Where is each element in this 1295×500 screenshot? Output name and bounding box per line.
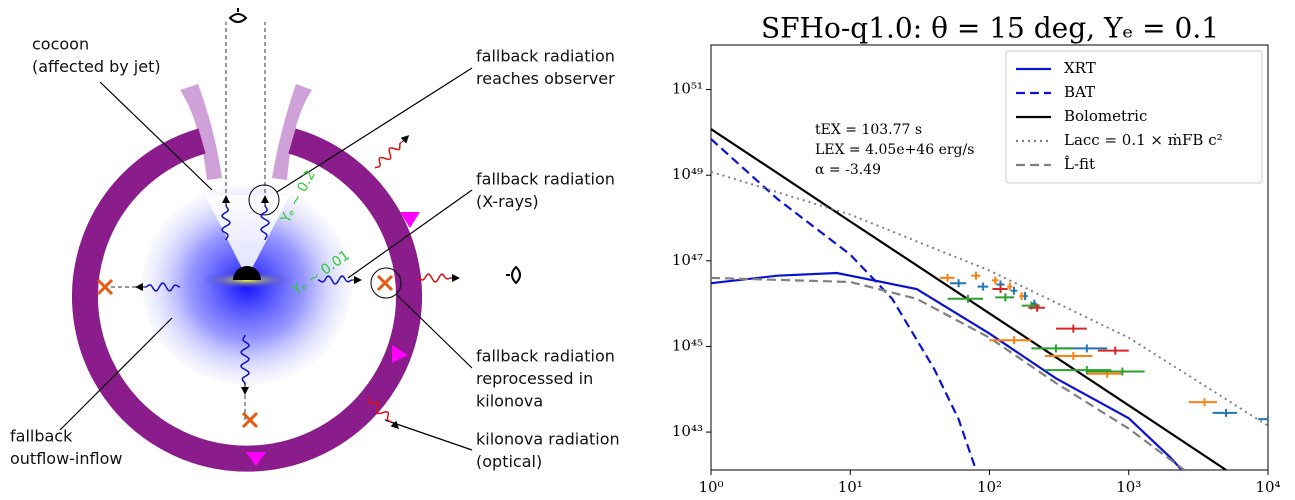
diagram-label: kilonova radiation [476, 430, 620, 449]
annotation: tEX = 103.77 s [815, 122, 922, 138]
legend-label: Lacc = 0.1 × ṁFB c² [1064, 131, 1223, 149]
series-line [711, 170, 1268, 427]
wave-arrow [390, 420, 400, 430]
diagram-label: reaches observer [476, 69, 615, 88]
wave [221, 204, 231, 241]
legend-label: Bolometric [1064, 107, 1147, 125]
diagram-label: kilonova [476, 392, 543, 411]
x-tick-label: 10³ [1116, 478, 1141, 496]
absorption-mark [96, 274, 394, 429]
wave [374, 141, 402, 169]
wave [367, 397, 392, 423]
x-tick-label: 10² [977, 478, 1002, 496]
diagram-label: (affected by jet) [32, 57, 161, 76]
wave [417, 273, 451, 283]
x-tick-label: 10⁰ [698, 478, 723, 496]
diagram-label: fallback radiation [476, 47, 615, 66]
diagram [59, 8, 521, 472]
leader-lines [59, 67, 473, 451]
wave [260, 204, 270, 241]
black-hole [233, 266, 261, 280]
annotation: LEX = 4.05e+46 erg/s [815, 142, 974, 158]
legend-label: BAT [1064, 83, 1095, 101]
x-tick-label: 10¹ [838, 478, 863, 496]
annotation: α = -3.49 [815, 162, 881, 178]
legend-box [1005, 50, 1263, 184]
plot-area [711, 128, 1268, 470]
y-tick-label: 10⁴⁵ [672, 336, 703, 354]
y-tick-label: 10⁵¹ [672, 80, 703, 98]
series-line [711, 138, 978, 470]
series-line [711, 128, 1227, 470]
highlight [370, 267, 402, 299]
wave [317, 275, 353, 285]
observer-marker [246, 212, 420, 466]
diagram-label: fallback radiation [476, 170, 615, 189]
y-tick-label: 10⁴³ [672, 422, 703, 440]
legend-label: L̂-fit [1064, 155, 1095, 173]
wave-arrow [400, 135, 410, 144]
diagram-label: (optical) [476, 452, 542, 471]
diagram-label: fallback radiation [476, 347, 615, 366]
eye-icon [506, 265, 521, 285]
y-tick-label: 10⁴⁹ [672, 165, 703, 183]
x-tick-label: 10⁴ [1255, 478, 1280, 496]
diagram-label: reprocessed in [476, 369, 593, 388]
diagram-label: outflow-inflow [10, 449, 122, 468]
legend-label: XRT [1064, 59, 1096, 77]
jet-funnel [205, 195, 290, 278]
diagram-label: cocoon [32, 35, 89, 54]
highlight [248, 184, 280, 216]
y-tick-label: 10⁴⁷ [672, 251, 703, 269]
eye-icon [228, 8, 248, 23]
chart-title: SFHo-q1.0: θ = 15 deg, Yₑ = 0.1 [761, 12, 1219, 45]
wave [144, 282, 181, 292]
cocoon [272, 84, 312, 180]
series-line [711, 276, 1185, 470]
series-line [711, 271, 1183, 470]
diagram-label: (X-rays) [476, 192, 539, 211]
cocoon [180, 84, 222, 180]
diagram-label: fallback [10, 427, 73, 446]
kilonova-ring [72, 128, 422, 472]
wave [240, 334, 250, 386]
